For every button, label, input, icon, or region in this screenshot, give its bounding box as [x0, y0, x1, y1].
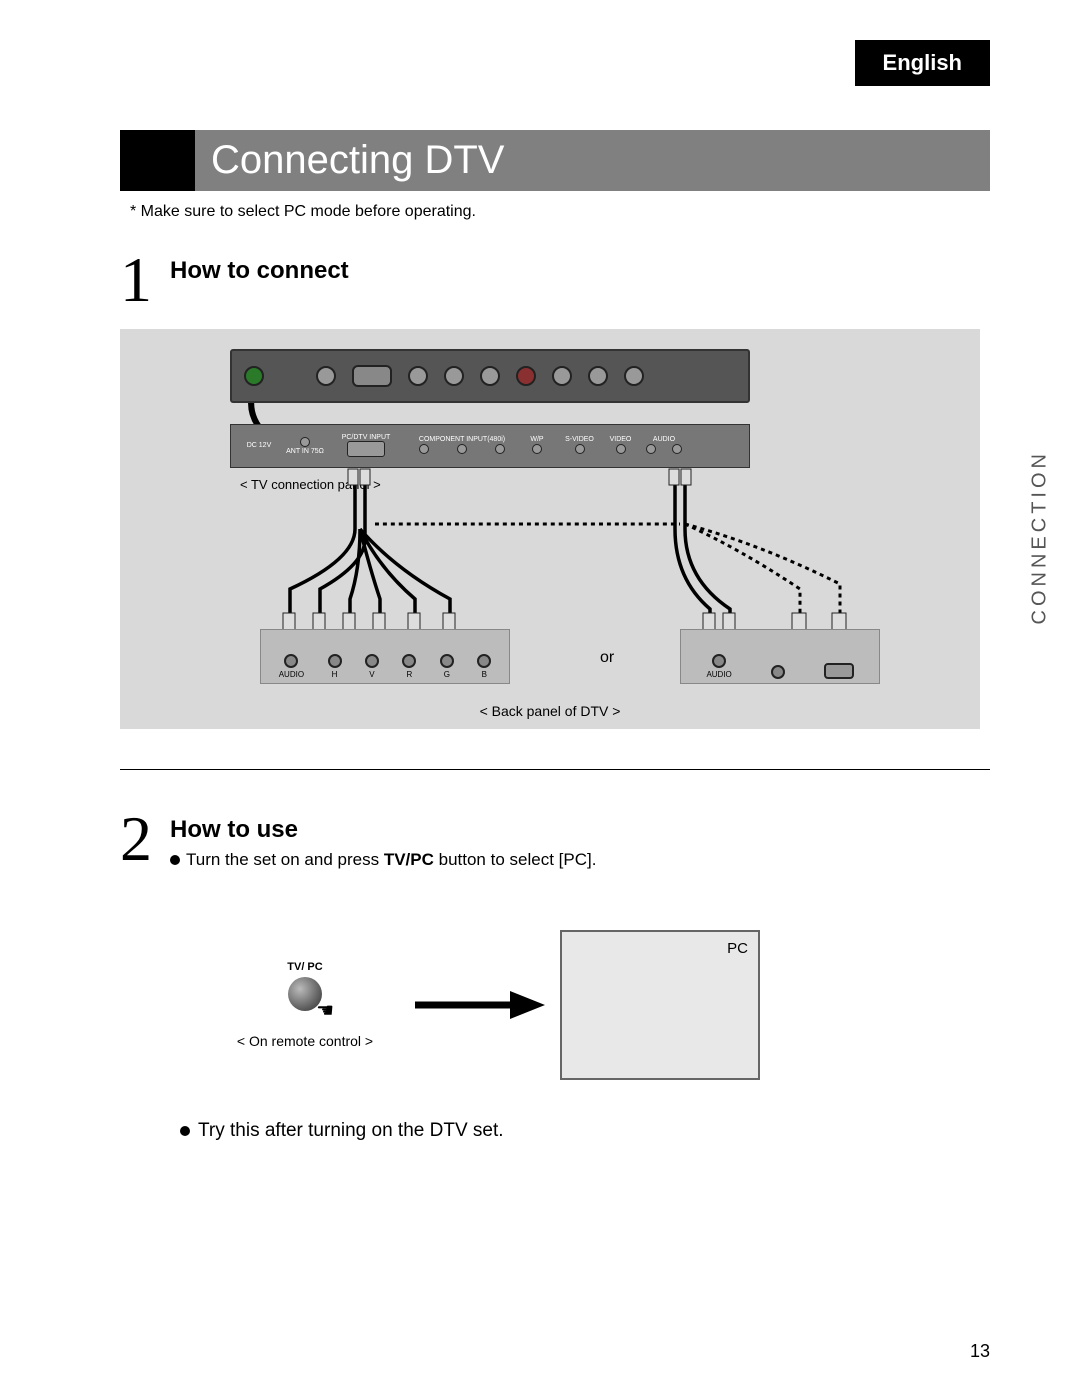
remote-caption: < On remote control >: [210, 1033, 400, 1049]
dtv-caption: < Back panel of DTV >: [120, 703, 980, 719]
instruction-line: Turn the set on and press TV/PC button t…: [170, 850, 596, 870]
arrow-right-icon: [410, 985, 550, 1025]
section-2-number: 2: [120, 810, 152, 868]
port-label: B: [482, 670, 487, 679]
page-title-row: Connecting DTV: [120, 130, 990, 191]
dtv-panel-right: AUDIO: [680, 629, 880, 684]
title-black-box: [120, 130, 195, 191]
final-note-text: Try this after turning on the DTV set.: [198, 1120, 504, 1142]
connection-diagram: DC 12V ANT IN 75Ω PC/DTV INPUT COMPONENT…: [120, 329, 980, 729]
port-label: AUDIO: [279, 670, 304, 679]
dtv-panel-left: AUDIO H V R G B: [260, 629, 510, 684]
section-1-number: 1: [120, 251, 152, 309]
port-label: AUDIO: [706, 670, 731, 679]
language-tab: English: [855, 40, 990, 86]
remote-button-icon: ☚: [288, 977, 322, 1011]
page-number: 13: [970, 1341, 990, 1362]
remote-block: TV/ PC ☚ < On remote control >: [210, 961, 400, 1049]
port-label: R: [406, 670, 412, 679]
side-tab-label: CONNECTION: [1028, 450, 1051, 624]
or-label: or: [600, 649, 614, 667]
bullet-icon: [170, 855, 180, 865]
mode-note: * Make sure to select PC mode before ope…: [130, 203, 990, 221]
section-1-title: How to connect: [170, 251, 349, 285]
instruction-bold: TV/PC: [384, 850, 434, 869]
remote-button-label: TV/ PC: [210, 961, 400, 973]
final-note: Try this after turning on the DTV set.: [180, 1120, 990, 1142]
instruction-prefix: Turn the set on and press: [186, 850, 384, 869]
section-2-header: 2 How to use Turn the set on and press T…: [120, 810, 990, 870]
screen-mode-label: PC: [727, 940, 748, 957]
section-1-header: 1 How to connect: [120, 251, 990, 309]
bullet-icon: [180, 1126, 190, 1136]
use-diagram: TV/ PC ☚ < On remote control > PC: [210, 930, 990, 1080]
instruction-suffix: button to select [PC].: [434, 850, 597, 869]
section-2-title: How to use: [170, 810, 596, 844]
page-title: Connecting DTV: [195, 130, 990, 191]
port-label: H: [332, 670, 338, 679]
port-label: V: [369, 670, 374, 679]
tv-screen: PC: [560, 930, 760, 1080]
hand-pointer-icon: ☚: [316, 998, 334, 1023]
section-divider: [120, 769, 990, 770]
port-label: G: [444, 670, 450, 679]
